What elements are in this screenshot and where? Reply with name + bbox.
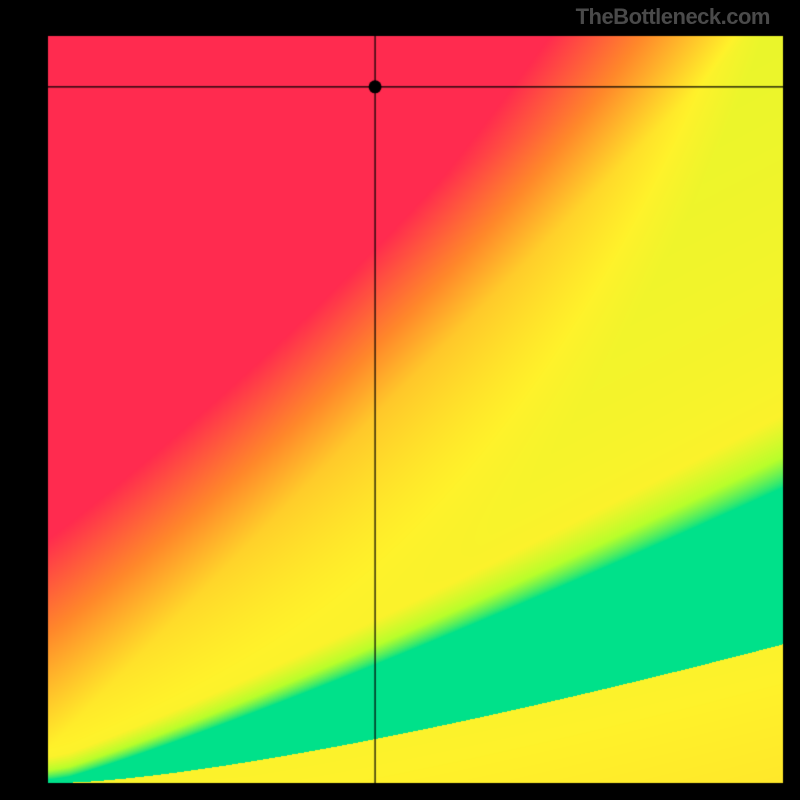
chart-container: TheBottleneck.com [0, 0, 800, 800]
watermark-text: TheBottleneck.com [576, 4, 770, 30]
bottleneck-heatmap [0, 0, 800, 800]
